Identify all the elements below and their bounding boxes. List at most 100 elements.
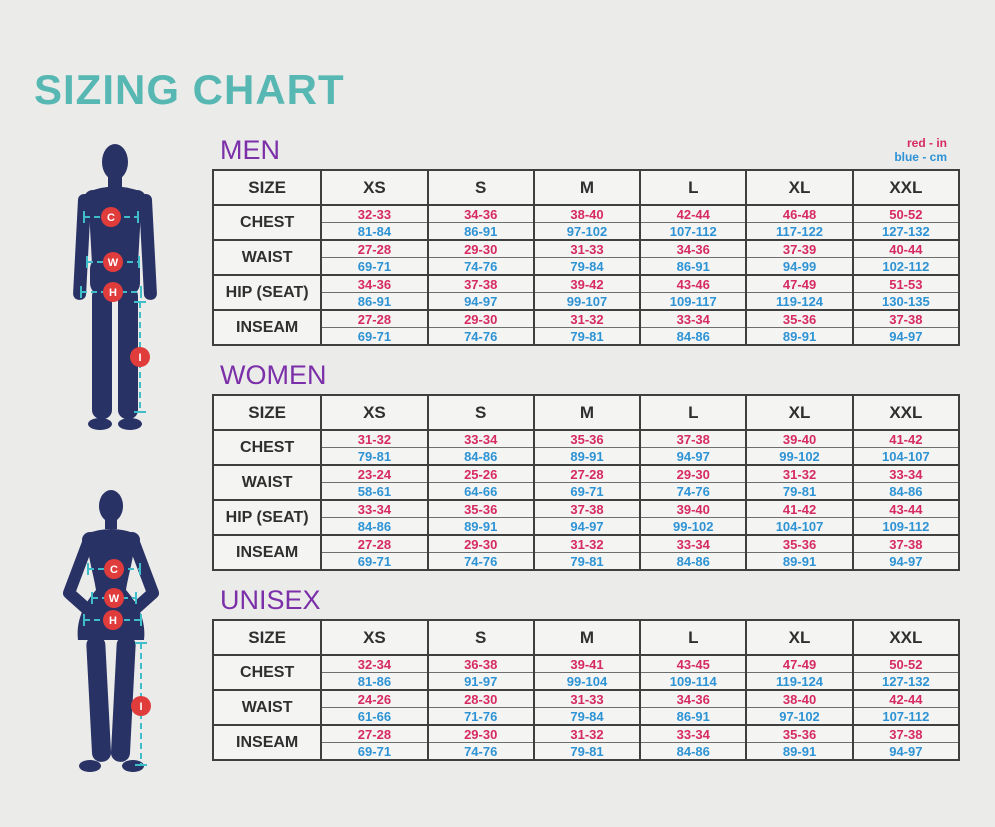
inches-value-cell: 31-32 [532, 725, 642, 743]
women-row-inches: CHEST 31-32 33-34 35-36 37-38 39-40 41-42 [211, 429, 961, 466]
measurement-label: WAIST [211, 464, 323, 501]
inches-value-cell: 42-44 [851, 690, 961, 708]
men-row-cm: 69-71 74-76 79-84 86-91 94-99 102-112 [213, 257, 961, 276]
inches-value-cell: 47-49 [745, 655, 854, 673]
female-inseam-marker-label: I [139, 701, 142, 713]
inches-value-cell: 34-36 [320, 275, 429, 293]
cm-value-cell: 84-86 [639, 742, 748, 761]
cm-value-cell: 94-97 [532, 517, 642, 536]
inches-value-cell: 29-30 [426, 240, 535, 258]
measurement-label: INSEAM [211, 534, 323, 571]
cm-value-cell: 74-76 [639, 482, 748, 501]
cm-value-cell: 97-102 [745, 707, 854, 726]
measurement-label: INSEAM [211, 724, 323, 761]
measurement-label: WAIST [211, 239, 323, 276]
inches-value-cell: 33-34 [851, 465, 961, 483]
size-header-m: M [532, 169, 642, 206]
inches-value-cell: 43-46 [639, 275, 748, 293]
measurement-label: CHEST [211, 429, 323, 466]
size-header-s: S [426, 619, 535, 656]
men-row-cm: 86-91 94-97 99-107 109-117 119-124 130-135 [213, 292, 961, 311]
male-hip-marker-label: H [109, 287, 117, 299]
cm-value-cell: 94-97 [426, 292, 535, 311]
size-header-m: M [532, 394, 642, 431]
cm-value-cell: 107-112 [639, 222, 748, 241]
cm-value-cell: 69-71 [320, 327, 429, 346]
size-header-xxl: XXL [851, 619, 961, 656]
cm-value-cell: 74-76 [426, 552, 535, 571]
inches-value-cell: 37-38 [639, 430, 748, 448]
inches-value-cell: 29-30 [639, 465, 748, 483]
female-hip-marker: H [103, 610, 123, 630]
inches-value-cell: 43-45 [639, 655, 748, 673]
size-column-header: SIZE [211, 394, 323, 431]
cm-value-cell: 130-135 [851, 292, 961, 311]
inches-value-cell: 37-38 [851, 725, 961, 743]
inches-value-cell: 35-36 [745, 310, 854, 328]
inches-value-cell: 50-52 [851, 205, 961, 223]
inches-value-cell: 37-38 [532, 500, 642, 518]
inches-value-cell: 24-26 [320, 690, 429, 708]
inches-value-cell: 27-28 [320, 535, 429, 553]
men-row-inches: HIP (SEAT) 34-36 37-38 39-42 43-46 47-49 51-53 [211, 274, 961, 311]
measurement-label: HIP (SEAT) [211, 499, 323, 536]
unisex-row-inches: INSEAM 27-28 29-30 31-32 33-34 35-36 37-38 [211, 724, 961, 761]
size-header-xxl: XXL [851, 169, 961, 206]
cm-value-cell: 104-107 [851, 447, 961, 466]
inches-value-cell: 37-38 [426, 275, 535, 293]
female-waist-marker-label: W [109, 593, 120, 605]
inches-value-cell: 35-36 [532, 430, 642, 448]
inches-value-cell: 33-34 [639, 535, 748, 553]
size-header-xl: XL [745, 619, 854, 656]
inches-value-cell: 29-30 [426, 725, 535, 743]
legend-cm: blue - cm [894, 150, 947, 164]
size-header-xxl: XXL [851, 394, 961, 431]
inches-value-cell: 31-32 [532, 310, 642, 328]
inches-value-cell: 34-36 [639, 240, 748, 258]
inches-value-cell: 31-33 [532, 690, 642, 708]
cm-value-cell: 69-71 [320, 742, 429, 761]
inches-value-cell: 42-44 [639, 205, 748, 223]
unisex-row-cm: 69-71 74-76 79-81 84-86 89-91 94-97 [213, 742, 961, 761]
inches-value-cell: 27-28 [320, 240, 429, 258]
cm-value-cell: 74-76 [426, 742, 535, 761]
female-silhouette-diagram: C W H I [63, 490, 159, 772]
cm-value-cell: 99-102 [745, 447, 854, 466]
inches-value-cell: 50-52 [851, 655, 961, 673]
cm-value-cell: 104-107 [745, 517, 854, 536]
cm-value-cell: 69-71 [532, 482, 642, 501]
cm-value-cell: 94-97 [851, 552, 961, 571]
women-row-inches: INSEAM 27-28 29-30 31-32 33-34 35-36 37-38 [211, 534, 961, 571]
inches-value-cell: 31-32 [320, 430, 429, 448]
unisex-row-inches: WAIST 24-26 28-30 31-33 34-36 38-40 42-44 [211, 689, 961, 726]
cm-value-cell: 127-132 [851, 672, 961, 691]
cm-value-cell: 79-81 [320, 447, 429, 466]
men-row-inches: WAIST 27-28 29-30 31-33 34-36 37-39 40-44 [211, 239, 961, 276]
size-header-xs: XS [320, 394, 429, 431]
cm-value-cell: 107-112 [851, 707, 961, 726]
measurement-label: CHEST [211, 204, 323, 241]
male-chest-marker-label: C [107, 212, 115, 224]
male-inseam-marker: I [130, 347, 150, 367]
measurement-label: CHEST [211, 654, 323, 691]
size-column-header: SIZE [211, 619, 323, 656]
cm-value-cell: 94-97 [851, 327, 961, 346]
cm-value-cell: 84-86 [320, 517, 429, 536]
inches-value-cell: 38-40 [745, 690, 854, 708]
cm-value-cell: 69-71 [320, 257, 429, 276]
size-header-xl: XL [745, 169, 854, 206]
cm-value-cell: 71-76 [426, 707, 535, 726]
female-silhouette [63, 490, 159, 772]
cm-value-cell: 79-81 [532, 742, 642, 761]
men-row-cm: 69-71 74-76 79-81 84-86 89-91 94-97 [213, 327, 961, 346]
section-heading-unisex: UNISEX [220, 585, 321, 615]
cm-value-cell: 79-84 [532, 257, 642, 276]
cm-value-cell: 109-117 [639, 292, 748, 311]
women-row-cm: 69-71 74-76 79-81 84-86 89-91 94-97 [213, 552, 961, 571]
cm-value-cell: 99-107 [532, 292, 642, 311]
cm-value-cell: 58-61 [320, 482, 429, 501]
inches-value-cell: 29-30 [426, 310, 535, 328]
size-column-header: SIZE [211, 169, 323, 206]
size-header-l: L [639, 169, 748, 206]
women-row-cm: 79-81 84-86 89-91 94-97 99-102 104-107 [213, 447, 961, 466]
